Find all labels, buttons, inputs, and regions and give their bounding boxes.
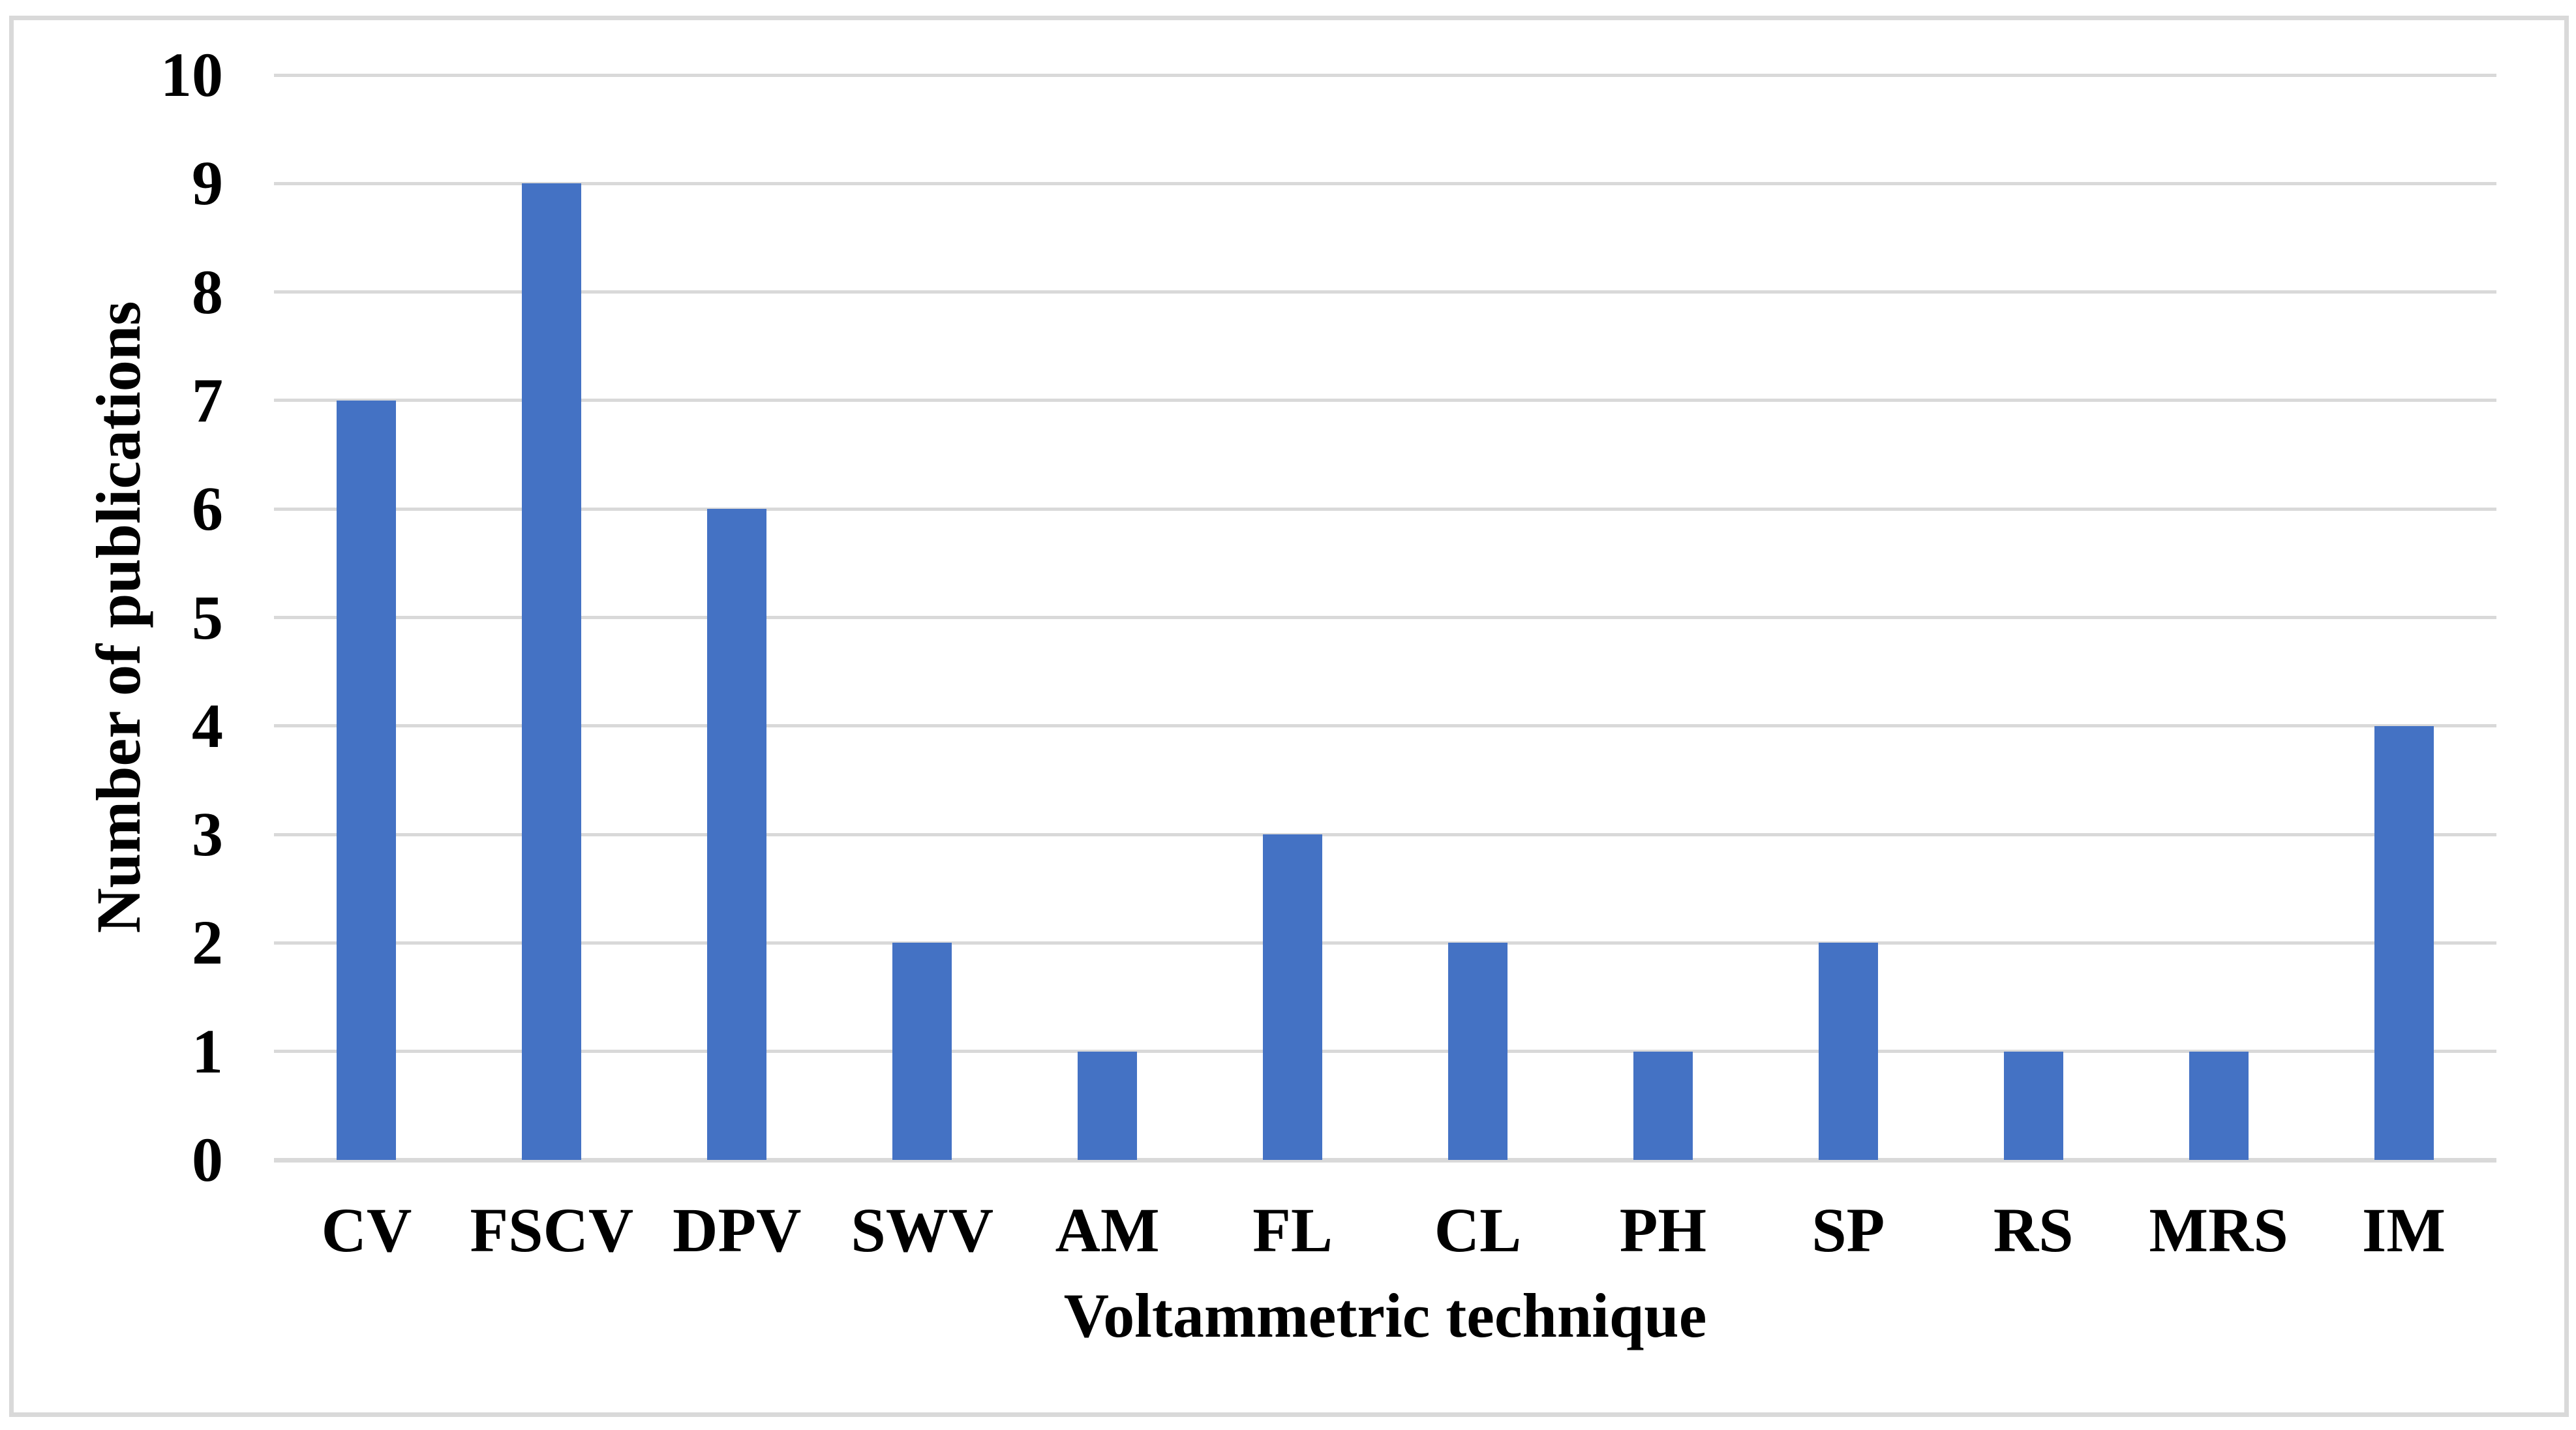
x-tick-label-AM: AM	[1055, 1195, 1160, 1265]
gridline-8	[274, 290, 2496, 294]
y-tick-label-6: 6	[192, 474, 223, 544]
gridline-3	[274, 832, 2496, 836]
bar-RS	[2003, 1051, 2063, 1160]
gridline-10	[274, 73, 2496, 77]
bar-FL	[1263, 834, 1323, 1160]
x-tick-label-SP: SP	[1811, 1195, 1885, 1265]
x-axis-title: Voltammetric technique	[1063, 1281, 1707, 1350]
y-tick-label-0: 0	[192, 1125, 223, 1194]
x-tick-label-MRS: MRS	[2149, 1195, 2288, 1265]
bar-MRS	[2189, 1051, 2249, 1160]
gridline-4	[274, 724, 2496, 728]
x-tick-label-PH: PH	[1619, 1195, 1707, 1265]
y-tick-label-8: 8	[192, 256, 223, 327]
y-tick-label-9: 9	[192, 148, 223, 219]
y-tick-label-1: 1	[192, 1016, 223, 1086]
figure-border	[9, 16, 2569, 1417]
y-tick-label-7: 7	[192, 365, 223, 435]
gridline-7	[274, 399, 2496, 403]
bar-AM	[1078, 1051, 1138, 1160]
x-tick-label-RS: RS	[1993, 1195, 2074, 1265]
x-tick-label-CV: CV	[321, 1195, 412, 1265]
x-tick-label-SWV: SWV	[851, 1195, 994, 1265]
y-tick-label-2: 2	[192, 907, 223, 978]
y-tick-label-10: 10	[160, 40, 223, 110]
bar-CV	[337, 400, 397, 1160]
bar-SWV	[892, 943, 952, 1160]
plot-area	[274, 73, 2496, 1163]
gridline-6	[274, 507, 2496, 511]
y-tick-label-4: 4	[192, 690, 223, 761]
bar-IM	[2374, 725, 2434, 1160]
x-tick-label-IM: IM	[2362, 1195, 2446, 1265]
gridline-9	[274, 181, 2496, 185]
y-tick-label-5: 5	[192, 582, 223, 652]
x-tick-label-FSCV: FSCV	[470, 1195, 634, 1265]
bar-PH	[1633, 1051, 1693, 1160]
gridline-0	[274, 1157, 2496, 1163]
bar-CL	[1447, 943, 1508, 1160]
gridline-1	[274, 1050, 2496, 1054]
gridline-5	[274, 616, 2496, 619]
bar-DPV	[707, 509, 767, 1160]
gridline-2	[274, 941, 2496, 945]
x-tick-label-FL: FL	[1252, 1195, 1333, 1265]
y-tick-label-3: 3	[192, 799, 223, 870]
x-tick-label-DPV: DPV	[673, 1195, 802, 1265]
bar-FSCV	[522, 183, 582, 1160]
x-tick-label-CL: CL	[1434, 1195, 1522, 1265]
bar-SP	[1818, 943, 1878, 1160]
